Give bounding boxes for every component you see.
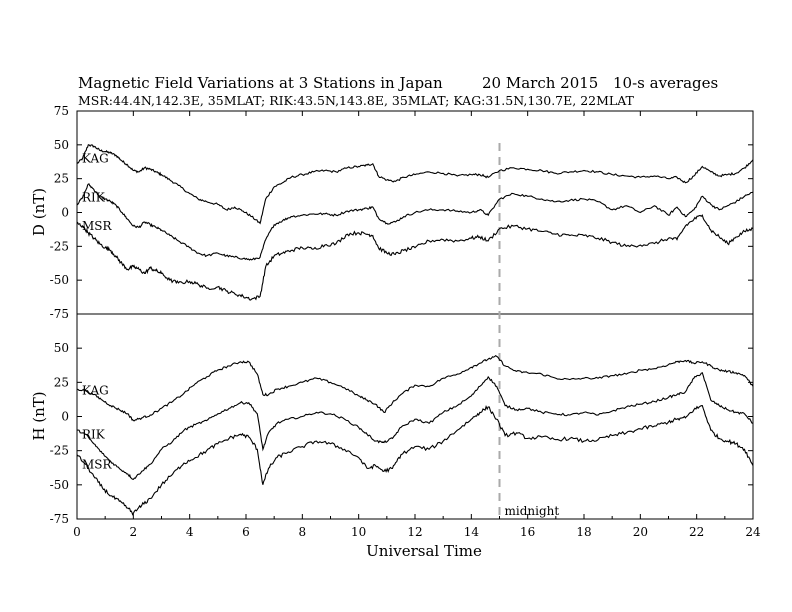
x-tick-label: 8 [299,525,307,539]
series-line-msr [76,214,754,301]
stations-subtitle: MSR:44.4N,142.3E, 35MLAT; RIK:43.5N,143.… [78,93,635,108]
y-tick-label: 0 [61,206,69,220]
x-tick-label: 6 [242,525,250,539]
series-line-rik [76,372,754,481]
series-label-msr: MSR [82,457,113,471]
bottom-panel-frame [76,313,754,520]
x-tick-label: 24 [745,525,761,539]
series-label-kag: KAG [82,151,109,165]
series-line-rik [76,183,754,261]
chart-date: 20 March 2015 [482,74,598,92]
chart-title: Magnetic Field Variations at 3 Stations … [78,74,443,92]
y-tick-label: 25 [54,172,69,186]
y-tick-label: -25 [50,239,69,253]
x-tick-label: 12 [407,525,422,539]
x-tick-label: 16 [520,525,535,539]
y-tick-label: -75 [50,307,69,321]
x-tick-label: 18 [576,525,591,539]
y-tick-label: -50 [50,478,69,492]
x-tick-label: 2 [130,525,138,539]
x-ticks: 0 2 4 6 8 10 12 14 16 18 20 22 24 [73,111,761,539]
top-y-ticks: 75 50 25 0 -25 -50 -75 [50,104,753,321]
x-tick-label: 14 [464,525,480,539]
top-y-axis-label: D (nT) [30,188,48,236]
y-tick-label: -25 [50,444,69,458]
series-label-rik: RIK [82,427,106,441]
midnight-marker: midnight [498,143,560,519]
series-line-msr [76,405,754,516]
x-tick-label: 0 [73,525,81,539]
x-tick-label: 20 [633,525,648,539]
y-tick-label: -50 [50,273,69,287]
y-tick-label: 75 [54,104,69,118]
bottom-panel-series: KAG RIK MSR [76,355,754,516]
chart-averaging: 10-s averages [613,74,718,92]
x-tick-label: 4 [186,525,194,539]
series-label-rik: RIK [82,191,106,205]
x-axis-label: Universal Time [366,542,482,560]
series-line-kag [76,355,754,422]
y-tick-label: 50 [54,341,69,355]
bottom-y-ticks: 50 25 0 -25 -50 -75 [50,341,753,526]
x-tick-label: 22 [689,525,704,539]
midnight-label: midnight [505,504,560,518]
series-label-kag: KAG [82,384,109,398]
series-label-msr: MSR [82,219,113,233]
y-tick-label: 0 [61,410,69,424]
bottom-y-axis-label: H (nT) [30,391,48,440]
x-tick-label: 10 [351,525,366,539]
y-tick-label: 50 [54,138,69,152]
y-tick-label: 25 [54,375,69,389]
top-panel-series: KAG RIK MSR [76,144,754,301]
series-line-kag [76,144,754,225]
y-tick-label: -75 [50,512,69,526]
